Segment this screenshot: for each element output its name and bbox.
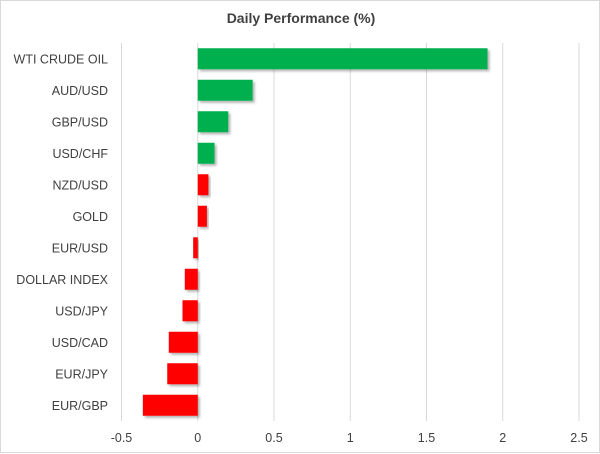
x-tick-label: 0 (194, 431, 201, 445)
category-label: GOLD (73, 210, 108, 224)
bar (184, 268, 198, 290)
x-tick-label: 2.5 (570, 431, 587, 445)
category-label: WTI CRUDE OIL (14, 52, 108, 66)
bar (197, 174, 209, 196)
x-tick-label: 1.5 (418, 431, 435, 445)
x-tick-label: 2 (499, 431, 506, 445)
bar (197, 79, 253, 101)
bar (193, 237, 198, 259)
x-tick-label: 1 (347, 431, 354, 445)
category-label: USD/CHF (52, 147, 108, 161)
bar (197, 205, 207, 227)
bar (167, 363, 198, 385)
bar (197, 111, 229, 133)
category-label: EUR/JPY (55, 367, 108, 381)
category-label: USD/JPY (55, 304, 108, 318)
x-tick-label: 0.5 (265, 431, 282, 445)
bar (142, 394, 198, 416)
category-label: AUD/USD (52, 84, 108, 98)
category-label: DOLLAR INDEX (16, 273, 108, 287)
category-label: USD/CAD (52, 336, 108, 350)
category-label: EUR/USD (52, 241, 108, 255)
category-label: EUR/GBP (52, 399, 108, 413)
bar (197, 142, 215, 164)
bar (168, 331, 198, 353)
chart-title: Daily Performance (%) (226, 10, 376, 26)
bar (182, 300, 198, 322)
category-label: NZD/USD (52, 178, 108, 192)
category-label: GBP/USD (52, 115, 108, 129)
x-tick-label: -0.5 (111, 431, 133, 445)
bar (197, 48, 488, 70)
